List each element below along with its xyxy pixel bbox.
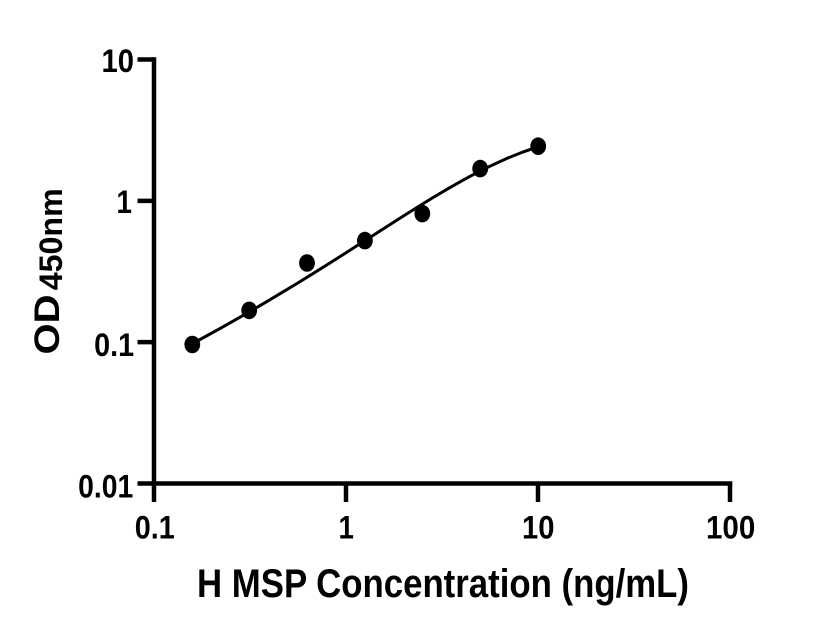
svg-text:0.1: 0.1 — [135, 510, 175, 546]
svg-text:1: 1 — [339, 510, 354, 546]
svg-text:100: 100 — [706, 510, 755, 546]
svg-text:0.01: 0.01 — [78, 468, 133, 504]
svg-text:1: 1 — [117, 184, 132, 220]
svg-text:0.1: 0.1 — [94, 327, 134, 363]
svg-text:H MSP Concentration (ng/mL): H MSP Concentration (ng/mL) — [197, 562, 689, 606]
svg-text:450nm: 450nm — [33, 188, 69, 290]
svg-text:10: 10 — [102, 43, 135, 79]
svg-text:OD: OD — [28, 294, 67, 354]
svg-text:10: 10 — [522, 510, 555, 546]
